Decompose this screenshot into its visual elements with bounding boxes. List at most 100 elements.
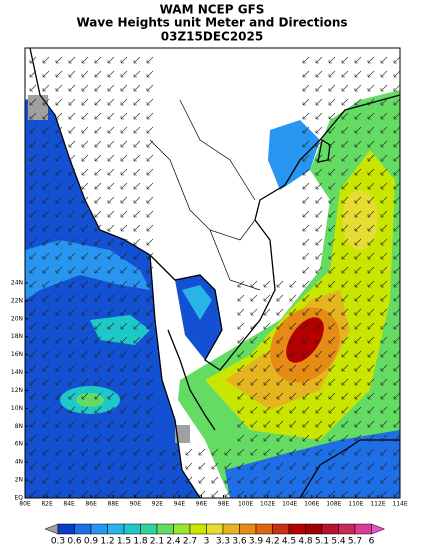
lat-label: 4N xyxy=(15,459,23,466)
wave-arrow xyxy=(393,280,400,288)
wave-arrow xyxy=(354,84,362,92)
colorbar-box xyxy=(354,523,372,535)
wave-arrow xyxy=(380,224,388,232)
wave-arrow xyxy=(120,140,128,148)
wave-arrow xyxy=(263,322,271,330)
wave-arrow xyxy=(276,490,284,498)
wave-arrow xyxy=(237,476,245,484)
map-area xyxy=(25,48,400,498)
wave-arrow xyxy=(341,406,349,414)
wave-arrow xyxy=(94,308,102,316)
wave-arrow xyxy=(328,140,336,148)
wave-arrow xyxy=(81,420,89,428)
wave-arrow xyxy=(42,266,50,274)
wave-arrow xyxy=(29,154,37,162)
wave-arrow xyxy=(42,308,50,316)
wave-arrow xyxy=(367,196,375,204)
wave-arrow xyxy=(367,294,375,302)
wave-arrow xyxy=(341,168,349,176)
wave-arrow xyxy=(341,56,349,64)
wave-arrow xyxy=(133,266,141,274)
lat-label: 14N xyxy=(11,369,23,376)
wave-arrow xyxy=(263,406,271,414)
lat-label: 18N xyxy=(11,333,23,340)
wave-arrow xyxy=(354,462,362,470)
wave-arrow xyxy=(107,56,115,64)
wave-arrow xyxy=(237,336,245,344)
wave-arrow xyxy=(250,420,258,428)
wave-arrow xyxy=(393,154,400,162)
wave-arrow xyxy=(276,364,284,372)
wave-arrow xyxy=(263,280,271,288)
wave-arrow xyxy=(302,70,310,78)
wave-arrow xyxy=(159,476,167,484)
wave-arrow xyxy=(146,252,154,260)
wave-arrow xyxy=(29,98,37,106)
wave-arrow xyxy=(367,364,375,372)
wave-arrow xyxy=(133,406,141,414)
wave-arrow xyxy=(133,350,141,358)
wave-arrow xyxy=(341,294,349,302)
wave-arrow xyxy=(68,70,76,78)
wave-arrow xyxy=(367,70,375,78)
wave-arrow xyxy=(107,434,115,442)
wave-arrow xyxy=(328,154,336,162)
wave-arrow xyxy=(341,140,349,148)
wave-arrow xyxy=(302,476,310,484)
wave-arrow xyxy=(302,280,310,288)
wave-arrow xyxy=(81,168,89,176)
wave-arrow xyxy=(380,154,388,162)
colorbar-label: 1.8 xyxy=(133,537,148,547)
wave-arrow xyxy=(393,322,400,330)
wave-arrow xyxy=(328,196,336,204)
wave-arrow xyxy=(237,406,245,414)
wave-arrow xyxy=(68,406,76,414)
wave-arrow xyxy=(276,462,284,470)
wave-arrow xyxy=(55,378,63,386)
lon-label: 98E xyxy=(218,501,230,508)
wave-arrow xyxy=(94,252,102,260)
lon-label: 88E xyxy=(108,501,120,508)
wave-arrow xyxy=(81,308,89,316)
colorbar-box xyxy=(222,523,240,535)
wave-arrow xyxy=(354,406,362,414)
wave-arrow xyxy=(354,364,362,372)
wave-arrow xyxy=(55,56,63,64)
wave-arrow xyxy=(341,84,349,92)
wave-arrow xyxy=(29,462,37,470)
wave-arrow xyxy=(29,196,37,204)
wave-arrow xyxy=(393,112,400,120)
wave-arrow xyxy=(276,392,284,400)
wave-arrow xyxy=(55,70,63,78)
wave-arrow xyxy=(354,336,362,344)
wave-arrow xyxy=(29,140,37,148)
wave-arrow xyxy=(380,462,388,470)
lon-label: 82E xyxy=(41,501,53,508)
wave-arrow xyxy=(263,448,271,456)
wave-arrow xyxy=(133,84,141,92)
wave-arrow xyxy=(29,168,37,176)
wave-arrow xyxy=(315,350,323,358)
wave-arrow xyxy=(55,448,63,456)
wave-arrow xyxy=(380,266,388,274)
wave-arrow xyxy=(315,112,323,120)
wave-arrow xyxy=(68,196,76,204)
wave-arrow xyxy=(42,252,50,260)
wave-arrow xyxy=(133,364,141,372)
wave-arrow xyxy=(328,350,336,358)
wave-arrow xyxy=(315,70,323,78)
lon-label: 108E xyxy=(326,501,341,508)
wave-arrow xyxy=(289,350,297,358)
wave-arrow xyxy=(133,154,141,162)
wave-arrow xyxy=(315,238,323,246)
wave-arrow xyxy=(263,336,271,344)
wave-arrow xyxy=(68,56,76,64)
wave-arrow xyxy=(393,490,400,498)
wave-arrow xyxy=(315,406,323,414)
wave-arrow xyxy=(120,434,128,442)
ocean-mid xyxy=(25,240,150,300)
wave-arrow xyxy=(315,224,323,232)
wave-arrow xyxy=(42,56,50,64)
wave-arrow xyxy=(159,490,167,498)
